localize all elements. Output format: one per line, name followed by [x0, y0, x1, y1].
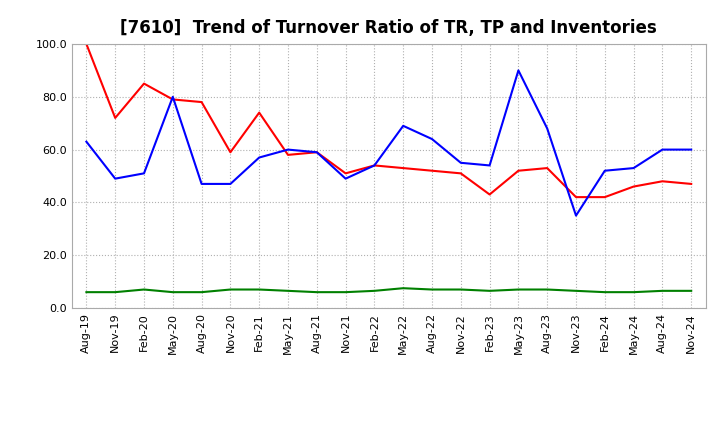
Inventories — [82, 290, 91, 295]
Inventories — [399, 286, 408, 291]
Trade Receivables — [600, 194, 609, 200]
Trade Payables — [284, 147, 292, 152]
Inventories — [197, 290, 206, 295]
Inventories — [687, 288, 696, 293]
Trade Payables — [341, 176, 350, 181]
Trade Payables — [456, 160, 465, 165]
Trade Receivables — [485, 192, 494, 197]
Trade Receivables — [312, 150, 321, 155]
Trade Receivables — [255, 110, 264, 115]
Trade Receivables — [111, 115, 120, 121]
Trade Receivables — [197, 99, 206, 105]
Trade Payables — [168, 94, 177, 99]
Trade Receivables — [543, 165, 552, 171]
Inventories — [168, 290, 177, 295]
Inventories — [485, 288, 494, 293]
Trade Payables — [428, 136, 436, 142]
Trade Payables — [399, 123, 408, 128]
Trade Receivables — [428, 168, 436, 173]
Trade Payables — [629, 165, 638, 171]
Inventories — [226, 287, 235, 292]
Inventories — [284, 288, 292, 293]
Inventories — [312, 290, 321, 295]
Line: Trade Receivables: Trade Receivables — [86, 44, 691, 197]
Trade Receivables — [140, 81, 148, 86]
Inventories — [140, 287, 148, 292]
Trade Payables — [370, 163, 379, 168]
Line: Inventories: Inventories — [86, 288, 691, 292]
Inventories — [255, 287, 264, 292]
Trade Payables — [600, 168, 609, 173]
Inventories — [629, 290, 638, 295]
Trade Receivables — [572, 194, 580, 200]
Inventories — [600, 290, 609, 295]
Trade Receivables — [629, 184, 638, 189]
Inventories — [572, 288, 580, 293]
Trade Payables — [514, 68, 523, 73]
Inventories — [111, 290, 120, 295]
Trade Receivables — [370, 163, 379, 168]
Trade Payables — [312, 150, 321, 155]
Trade Receivables — [514, 168, 523, 173]
Trade Receivables — [456, 171, 465, 176]
Trade Receivables — [82, 41, 91, 47]
Inventories — [658, 288, 667, 293]
Trade Payables — [197, 181, 206, 187]
Trade Payables — [140, 171, 148, 176]
Trade Receivables — [226, 150, 235, 155]
Trade Payables — [543, 126, 552, 131]
Inventories — [370, 288, 379, 293]
Trade Payables — [658, 147, 667, 152]
Inventories — [341, 290, 350, 295]
Line: Trade Payables: Trade Payables — [86, 70, 691, 216]
Trade Receivables — [687, 181, 696, 187]
Trade Payables — [572, 213, 580, 218]
Inventories — [543, 287, 552, 292]
Trade Payables — [226, 181, 235, 187]
Trade Payables — [255, 155, 264, 160]
Trade Payables — [82, 139, 91, 144]
Trade Receivables — [168, 97, 177, 102]
Inventories — [514, 287, 523, 292]
Inventories — [456, 287, 465, 292]
Trade Payables — [485, 163, 494, 168]
Title: [7610]  Trend of Turnover Ratio of TR, TP and Inventories: [7610] Trend of Turnover Ratio of TR, TP… — [120, 19, 657, 37]
Trade Payables — [687, 147, 696, 152]
Inventories — [428, 287, 436, 292]
Trade Receivables — [399, 165, 408, 171]
Trade Receivables — [658, 179, 667, 184]
Trade Receivables — [284, 152, 292, 158]
Trade Receivables — [341, 171, 350, 176]
Trade Payables — [111, 176, 120, 181]
